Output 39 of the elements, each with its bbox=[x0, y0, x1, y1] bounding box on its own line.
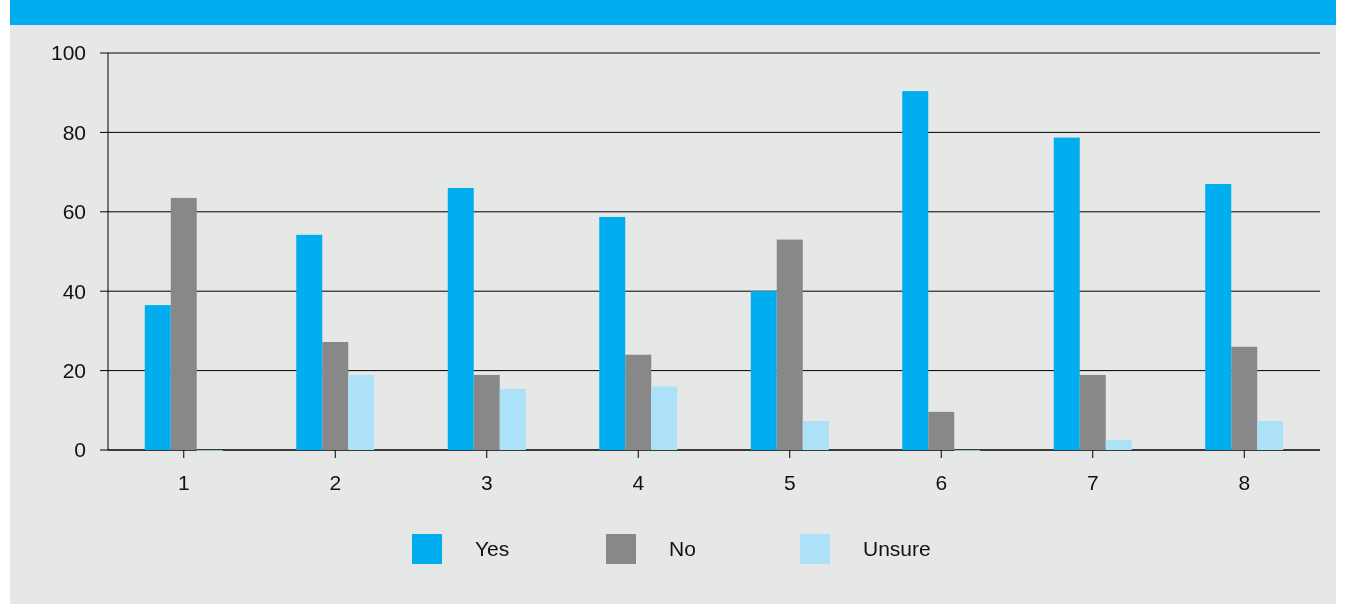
bar bbox=[348, 374, 375, 450]
x-tick-label: 6 bbox=[935, 471, 948, 494]
bar bbox=[599, 216, 626, 450]
bar bbox=[1053, 137, 1080, 450]
y-tick-label: 100 bbox=[50, 41, 86, 65]
legend-label: Unsure bbox=[863, 537, 931, 561]
x-tick-label: 1 bbox=[177, 471, 190, 494]
bar bbox=[499, 388, 526, 450]
y-tick-label: 0 bbox=[74, 438, 86, 462]
bar bbox=[1105, 440, 1132, 450]
bar bbox=[625, 354, 652, 450]
x-tick-label: 8 bbox=[1238, 471, 1251, 494]
bar bbox=[651, 386, 678, 450]
bar bbox=[776, 239, 803, 450]
bar bbox=[447, 187, 474, 450]
bar bbox=[1231, 346, 1258, 450]
bar bbox=[296, 234, 323, 450]
bar bbox=[802, 421, 829, 450]
bar bbox=[1205, 184, 1232, 450]
y-tick-label: 80 bbox=[62, 120, 86, 144]
bar bbox=[1257, 421, 1284, 450]
legend-label: Yes bbox=[475, 537, 510, 561]
bar bbox=[928, 411, 955, 450]
x-tick-label: 2 bbox=[329, 471, 342, 494]
x-tick-label: 3 bbox=[480, 471, 493, 494]
y-tick-label: 60 bbox=[62, 200, 86, 224]
x-tick-label: 7 bbox=[1086, 471, 1099, 494]
x-tick-label: 4 bbox=[632, 471, 645, 494]
bar bbox=[144, 305, 171, 450]
y-tick-label: 20 bbox=[62, 358, 86, 382]
bar bbox=[473, 374, 500, 450]
bar bbox=[750, 291, 777, 450]
bar bbox=[322, 342, 349, 450]
bar bbox=[902, 91, 929, 450]
bar bbox=[170, 197, 197, 450]
x-tick-label: 5 bbox=[783, 471, 796, 494]
bar bbox=[1079, 374, 1106, 450]
legend-label: No bbox=[669, 537, 696, 561]
y-tick-label: 40 bbox=[62, 279, 86, 303]
